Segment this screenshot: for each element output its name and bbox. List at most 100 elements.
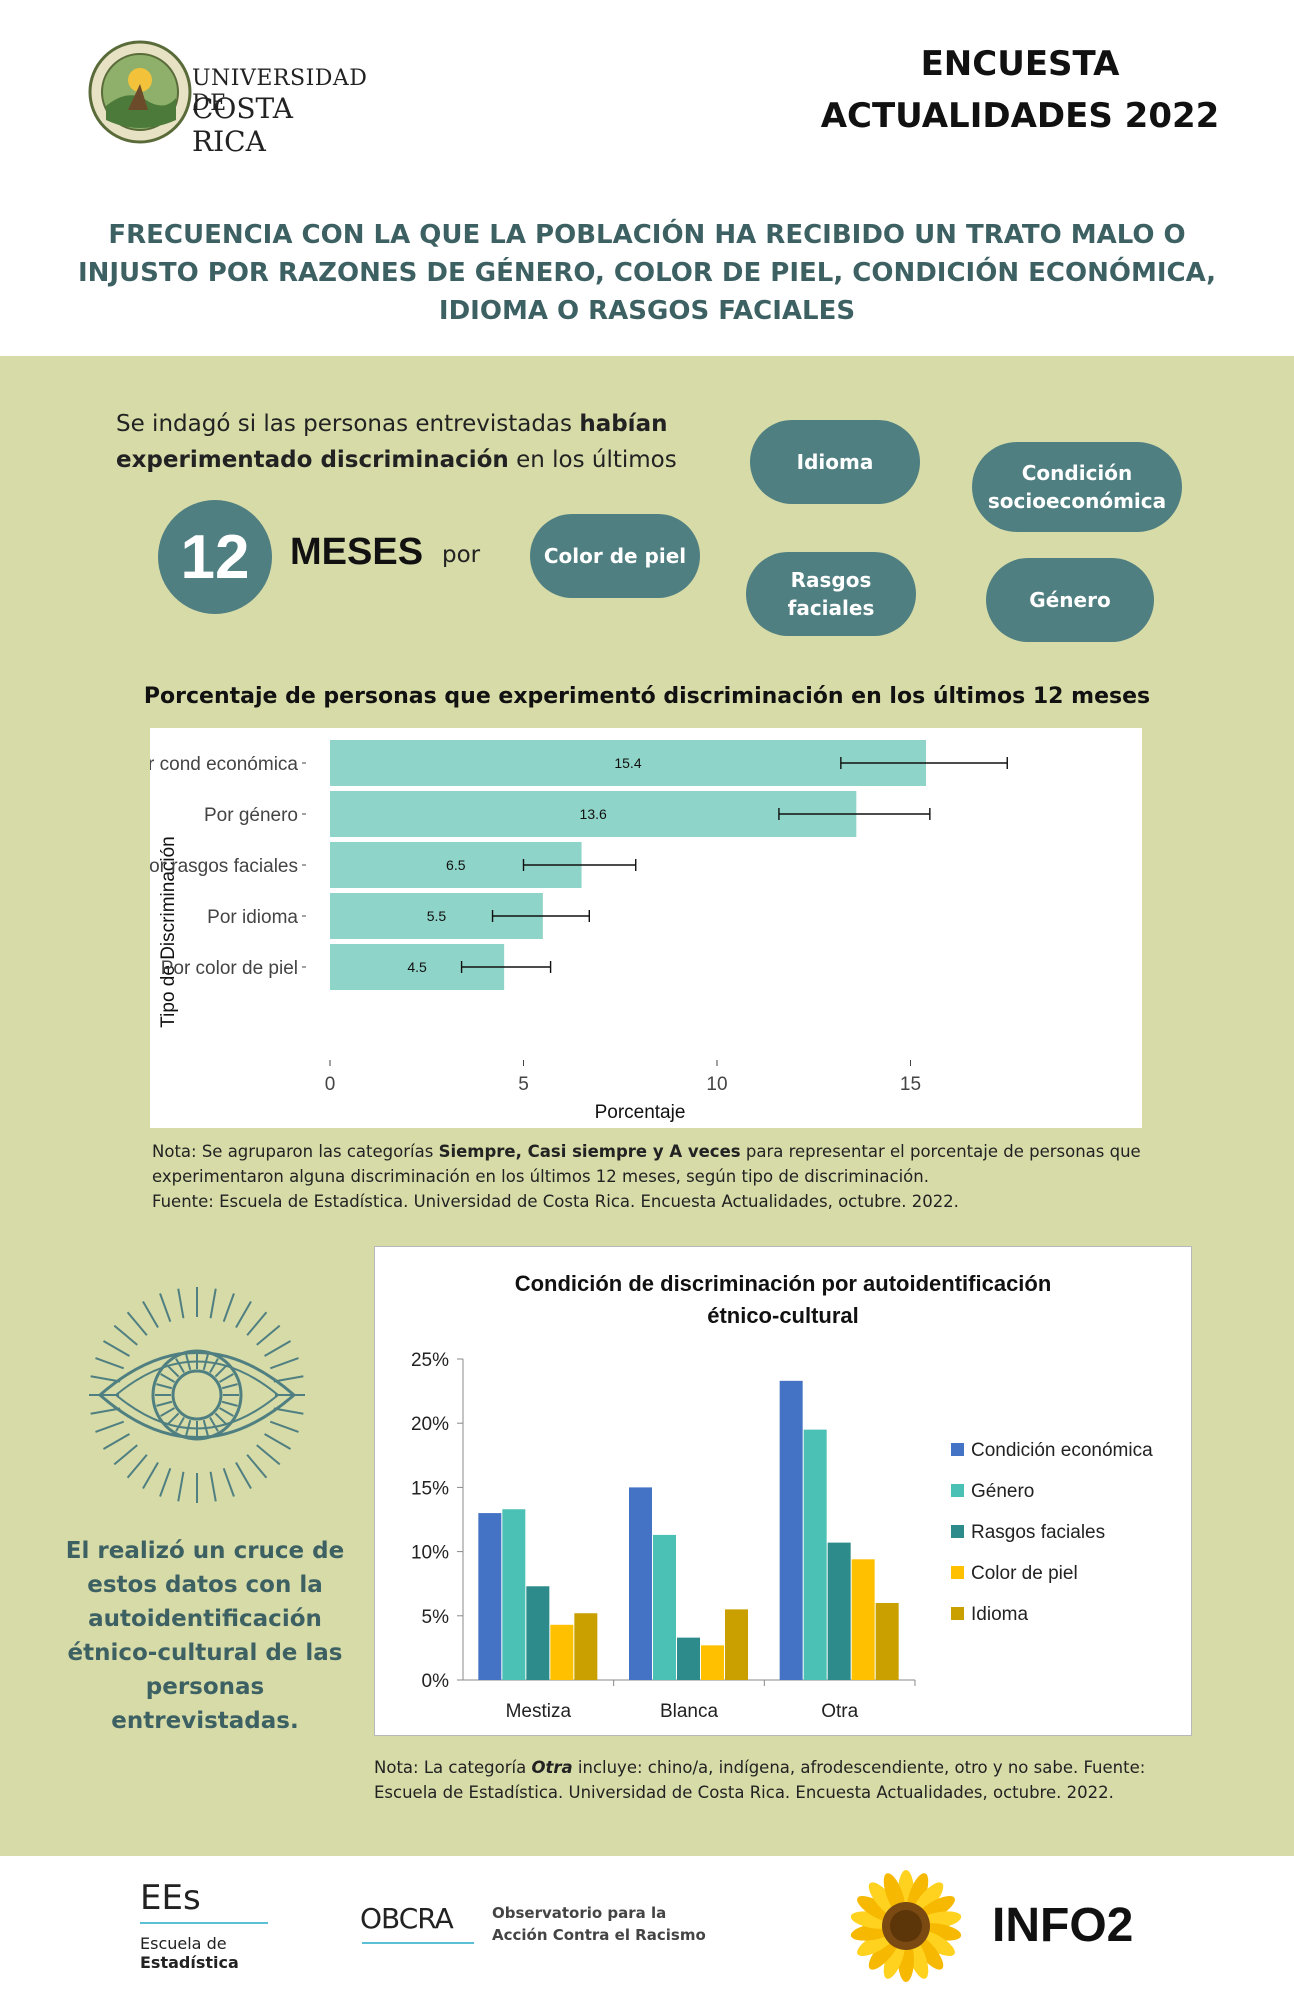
eye-ray <box>95 1357 125 1370</box>
eye-ray <box>159 1293 172 1323</box>
side-text-l3: autoidentificación <box>88 1606 322 1632</box>
note2-bold: Otra <box>531 1758 573 1777</box>
pill-genero: Género <box>986 558 1154 642</box>
note1-line3: Fuente: Escuela de Estadística. Universi… <box>152 1192 959 1211</box>
side-text-l2: estos datos con la <box>87 1572 323 1598</box>
logo-text-line2: COSTA RICA <box>192 92 293 158</box>
chart1-title: Porcentaje de personas que experimentó d… <box>143 684 1151 709</box>
chart2-y-tick-label: 0% <box>422 1671 450 1692</box>
chart2-legend-label: Idioma <box>971 1604 1028 1625</box>
eye-ray <box>126 1454 148 1479</box>
note1-bold: Siempre, Casi siempre y A veces <box>438 1142 741 1161</box>
chart1-value-label: 5.5 <box>427 908 447 924</box>
eye-ray <box>256 1324 281 1346</box>
chart2-bar <box>701 1645 724 1680</box>
chart1-category-label: Por color de piel <box>161 958 298 979</box>
eye-iris-line <box>214 1364 228 1378</box>
eye-iris-line <box>156 1383 173 1390</box>
eye-ray <box>142 1300 159 1328</box>
eye-iris-line <box>221 1400 238 1407</box>
eye-ray <box>159 1467 172 1497</box>
chart2-bar <box>677 1637 700 1680</box>
pill-genero-label: Género <box>1029 588 1111 612</box>
chart2-bar <box>478 1513 502 1680</box>
eye-iris-line <box>219 1373 234 1383</box>
chart1-x-tick-label: 0 <box>325 1074 336 1095</box>
eye-ray <box>102 1433 130 1450</box>
chart2-bar <box>526 1586 550 1680</box>
chart1-x-tick-label: 10 <box>706 1074 727 1095</box>
chart2-title-line1: Condición de discriminación por autoiden… <box>515 1271 1052 1296</box>
chart1-value-label: 6.5 <box>446 857 466 873</box>
meses-label: MESES <box>290 531 424 573</box>
chart1-bar <box>330 740 926 786</box>
chart2-bar <box>502 1509 526 1680</box>
eye-ray <box>273 1407 304 1415</box>
eye-ray <box>113 1324 138 1346</box>
eye-ray <box>177 1471 185 1502</box>
chart1-value-label: 13.6 <box>580 806 607 822</box>
chart2-bar <box>875 1602 899 1680</box>
chart2-bar <box>629 1487 652 1680</box>
chart2-legend-swatch <box>951 1607 964 1620</box>
chart1-bar <box>330 791 857 837</box>
note1-line2: experimentaron alguna discriminación en … <box>152 1167 929 1186</box>
chart1-y-axis-title: Tipo de Discriminación <box>158 836 179 1027</box>
chart2-title-line2: étnico-cultural <box>707 1303 859 1328</box>
obcra-underline <box>362 1942 474 1944</box>
chart2-y-tick-label: 10% <box>411 1543 449 1564</box>
pill-color-piel-label: Color de piel <box>543 544 687 568</box>
chart2-bar <box>851 1559 875 1680</box>
eye-ray <box>90 1375 121 1383</box>
chart1-x-tick-label: 15 <box>900 1074 921 1095</box>
note1-pre: Nota: Se agruparon las categorías <box>152 1142 439 1161</box>
chart2-y-tick-label: 15% <box>411 1478 449 1499</box>
eye-ray <box>113 1444 138 1466</box>
ees-text: EEs <box>140 1878 201 1918</box>
note2-line2: Escuela de Estadística. Universidad de C… <box>374 1783 1114 1802</box>
sunflower-icon <box>850 1870 962 1982</box>
pill-rasgos-l1: Rasgos <box>790 568 872 592</box>
eye-ray <box>90 1407 121 1415</box>
chart1-category-label: Por cond económica <box>150 754 298 775</box>
pill-condicion-l2: socioeconómica <box>987 489 1167 513</box>
university-seal <box>88 40 192 144</box>
intro-t1: Se indagó si las personas entrevistadas <box>116 411 580 437</box>
main-title-line1: FRECUENCIA CON LA QUE LA POBLACIÓN HA RE… <box>108 220 1186 250</box>
eye-iris-line <box>209 1417 219 1432</box>
note1: Nota: Se agruparon las categorías Siempr… <box>152 1139 1152 1214</box>
eye-iris-line <box>166 1412 180 1426</box>
eye-iris-line <box>221 1383 238 1390</box>
eye-ray <box>177 1288 185 1319</box>
pill-condicion: Condición socioeconómica <box>972 442 1182 532</box>
chart1-category-label: Por idioma <box>207 907 298 928</box>
chart2-panel: Condición de discriminación por autoiden… <box>374 1246 1192 1736</box>
intro-t1-bold: habían <box>579 411 668 437</box>
survey-title: ENCUESTA ACTUALIDADES 2022 <box>780 38 1260 142</box>
logo-text-line1: UNIVERSIDAD DE <box>192 66 368 116</box>
eye-ray <box>235 1300 252 1328</box>
eye-ray <box>209 1288 217 1319</box>
eye-ray <box>246 1454 268 1479</box>
twelve-number: 12 <box>180 522 250 592</box>
chart2-legend-swatch <box>951 1566 964 1579</box>
eye-ray <box>256 1444 281 1466</box>
eye-iris-line <box>219 1407 234 1417</box>
eye-ray <box>264 1433 292 1450</box>
eye-ray <box>209 1471 217 1502</box>
eye-iris-line <box>156 1400 173 1407</box>
chart2-y-tick-label: 5% <box>422 1607 450 1628</box>
chart2-svg: Condición de discriminación por autoiden… <box>411 1271 1153 1722</box>
chart2-bar <box>827 1542 851 1680</box>
pill-idioma: Idioma <box>750 420 920 504</box>
side-text-l6: entrevistadas. <box>111 1708 299 1734</box>
por-label: por <box>442 542 481 568</box>
intro-text: Se indagó si las personas entrevistadas … <box>116 406 736 478</box>
chart2-bar <box>550 1624 574 1680</box>
eye-ray <box>246 1311 268 1336</box>
eye-ray <box>222 1467 235 1497</box>
obs-l1: Observatorio para la <box>492 1904 667 1922</box>
eye-iris-line <box>175 1417 185 1432</box>
chart1-category-label: Por rasgos faciales <box>150 856 298 877</box>
note2-post: incluye: chino/a, indígena, afrodescendi… <box>572 1758 1146 1777</box>
